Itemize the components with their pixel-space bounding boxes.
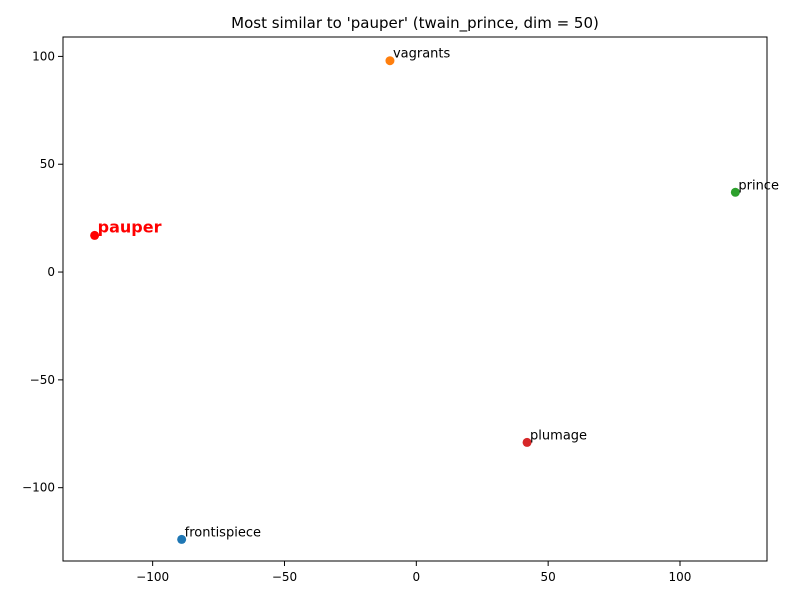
- point-label-pauper: pauper: [98, 217, 162, 236]
- x-axis: −100 −50 0 50 100: [136, 561, 691, 584]
- x-tick-label: −50: [272, 570, 297, 584]
- y-tick-label: −100: [22, 481, 55, 495]
- x-tick-label: 50: [541, 570, 556, 584]
- x-tick-label: 100: [669, 570, 692, 584]
- y-tick-label: 50: [40, 157, 55, 171]
- chart-title: Most similar to 'pauper' (twain_prince, …: [231, 14, 599, 33]
- data-point-prince: [730, 187, 740, 197]
- point-label-vagrants: vagrants: [393, 47, 451, 62]
- y-tick-label: 100: [32, 49, 55, 63]
- point-label-prince: prince: [738, 178, 779, 193]
- data-point-plumage: [522, 437, 532, 447]
- point-label-frontispiece: frontispiece: [185, 525, 261, 540]
- data-point-frontispiece: [177, 534, 187, 544]
- y-tick-label: −50: [30, 373, 55, 387]
- x-tick-label: −100: [136, 570, 169, 584]
- point-label-plumage: plumage: [530, 428, 587, 443]
- y-axis: 100 50 0 −50 −100: [22, 49, 63, 495]
- plot-area-frame: [62, 36, 768, 562]
- data-point-vagrants: [385, 56, 395, 66]
- data-point-pauper: [90, 230, 100, 240]
- data-points: [90, 56, 740, 544]
- x-tick-label: 0: [412, 570, 420, 584]
- y-tick-label: 0: [47, 265, 55, 279]
- point-labels: pauper vagrants prince plumage frontispiece: [98, 47, 779, 541]
